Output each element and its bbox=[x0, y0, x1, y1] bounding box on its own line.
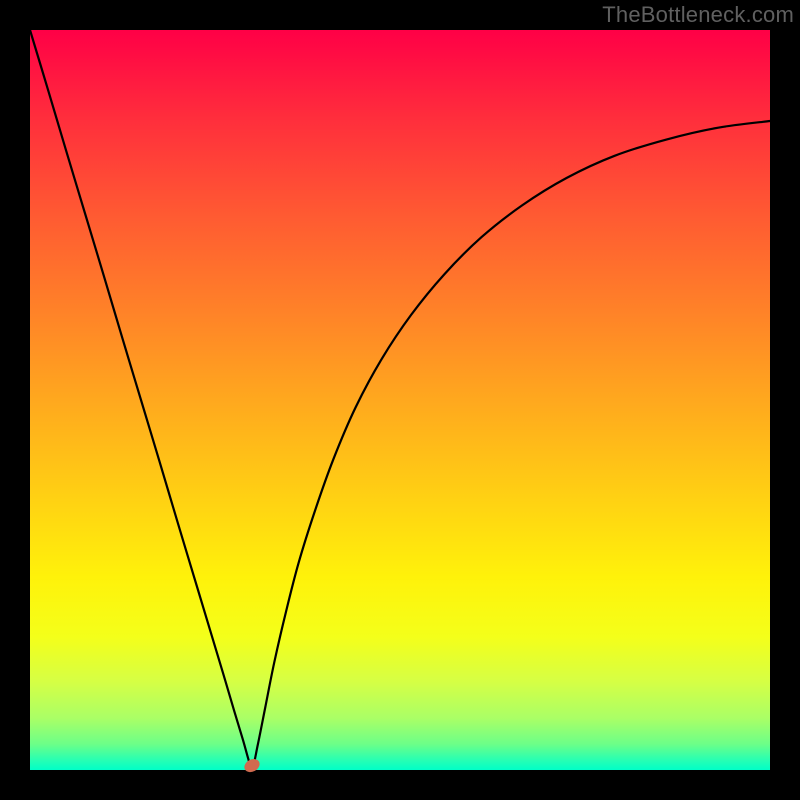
chart-container: TheBottleneck.com bbox=[0, 0, 800, 800]
bottleneck-curve-chart bbox=[0, 0, 800, 800]
frame-border-left bbox=[0, 0, 30, 800]
watermark-text: TheBottleneck.com bbox=[602, 2, 794, 28]
frame-border-right bbox=[770, 0, 800, 800]
frame-border-bottom bbox=[0, 770, 800, 800]
